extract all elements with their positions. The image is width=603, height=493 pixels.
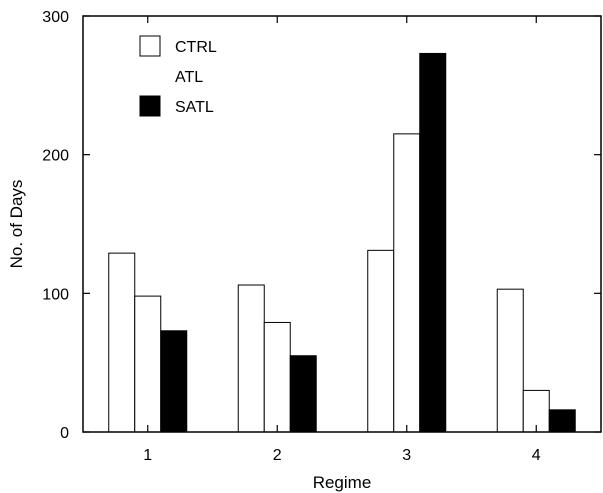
legend: CTRL ATL SATL [139,35,217,117]
y-tick-label-0: 0 [60,425,69,442]
ticks-layer: 0 100 200 300 1 2 3 4 [42,9,601,464]
x-tick-label-2: 2 [273,447,282,464]
legend-label-satl: SATL [175,99,214,116]
bar-ctrl-3 [367,249,395,433]
legend-swatch-atl [140,66,160,86]
bar-ctrl-2 [237,284,265,433]
bar-ctrl-1 [108,252,136,433]
bar-atl-3 [393,133,421,433]
y-axis-label: No. of Days [7,180,26,269]
x-tick-label-3: 3 [402,447,411,464]
y-tick-label-200: 200 [42,148,69,165]
bar-satl-2 [289,355,317,433]
y-tick-label-100: 100 [42,286,69,303]
y-tick-label-300: 300 [42,9,69,26]
x-axis-label: Regime [313,473,372,492]
legend-label-atl: ATL [175,69,203,86]
legend-label-ctrl: CTRL [175,39,217,56]
legend-swatch-satl [139,95,161,117]
plot-frame [82,15,602,433]
bar-atl-1 [134,295,162,433]
bar-satl-3 [419,52,447,433]
legend-swatch-ctrl [139,35,161,57]
x-tick-label-1: 1 [143,447,152,464]
bar-ctrl-4 [496,288,524,433]
bar-atl-2 [263,321,291,433]
x-tick-label-4: 4 [532,447,541,464]
bar-satl-1 [160,330,188,433]
bar-satl-4 [548,409,576,433]
